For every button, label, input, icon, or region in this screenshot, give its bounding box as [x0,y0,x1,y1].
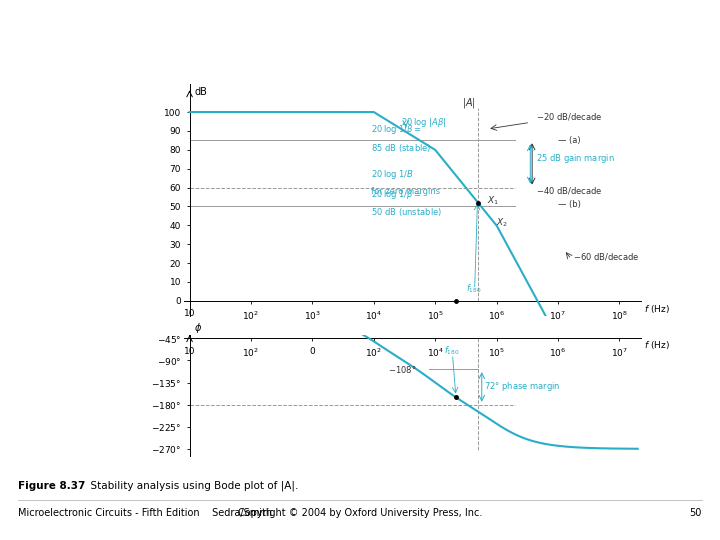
Text: $|A|$: $|A|$ [462,96,476,110]
Text: $85$ dB (stable): $85$ dB (stable) [371,142,431,154]
Text: $f_{180}$: $f_{180}$ [466,282,482,295]
Text: $f$ (Hz): $f$ (Hz) [644,303,670,315]
Text: Figure 8.37: Figure 8.37 [18,481,86,491]
Text: $20\,\log\,1/\beta =$: $20\,\log\,1/\beta =$ [371,188,421,201]
Text: 50: 50 [690,508,702,518]
Text: $50$ dB (unstable): $50$ dB (unstable) [371,206,441,218]
Text: — (b): — (b) [558,200,581,209]
Text: Stability analysis using Bode plot of |A|.: Stability analysis using Bode plot of |A… [84,481,299,491]
Text: for zero margins: for zero margins [371,187,440,195]
Text: $-20$ dB/decade: $-20$ dB/decade [536,111,603,122]
Text: $f$ (Hz): $f$ (Hz) [644,339,670,351]
Text: dB: dB [194,87,207,97]
Text: Copyright © 2004 by Oxford University Press, Inc.: Copyright © 2004 by Oxford University Pr… [238,508,482,518]
Text: $20\,\log\,1/B$: $20\,\log\,1/B$ [371,168,413,181]
Text: $f_{180}$: $f_{180}$ [444,344,459,356]
Text: $-60$ dB/decade: $-60$ dB/decade [573,251,640,262]
Text: $72°$ phase margin: $72°$ phase margin [484,380,560,393]
Text: $20\,\log\,|A\beta|$: $20\,\log\,|A\beta|$ [401,116,446,129]
Text: $25$ dB gain margin: $25$ dB gain margin [536,152,615,165]
Text: Microelectronic Circuits - Fifth Edition    Sedra/Smith: Microelectronic Circuits - Fifth Edition… [18,508,272,518]
Text: $20\,\log\,1/\beta =$: $20\,\log\,1/\beta =$ [371,123,421,136]
Text: $X_2$: $X_2$ [496,217,508,229]
Text: $-108°$: $-108°$ [388,364,417,375]
Text: $-40$ dB/decade: $-40$ dB/decade [536,185,603,195]
Text: $X_1$: $X_1$ [487,194,499,206]
Text: $\phi$: $\phi$ [194,321,202,335]
Text: — (a): — (a) [558,136,580,145]
